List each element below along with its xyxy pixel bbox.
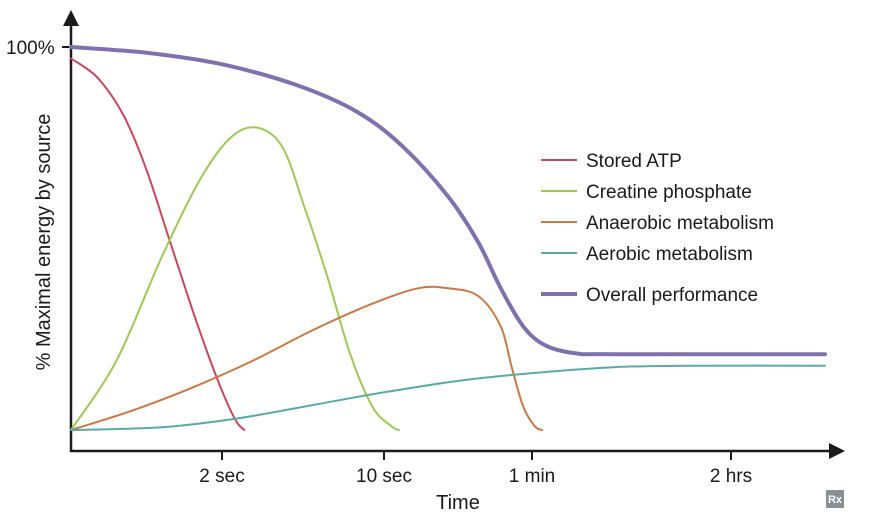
- legend-label-stored-atp: Stored ATP: [586, 151, 682, 172]
- y-tick-label-100: 100%: [6, 38, 55, 59]
- series-line-aerobic-metabolism: [70, 364, 826, 431]
- rx-badge: Rx: [826, 490, 844, 508]
- series-line-creatine-phosphate: [70, 126, 400, 431]
- rx-badge-background: [826, 490, 844, 508]
- series-line-stored-atp: [70, 57, 246, 431]
- x-axis-arrow: [829, 443, 845, 459]
- legend-label-aerobic-metabolism: Aerobic metabolism: [586, 244, 753, 265]
- legend-label-anaerobic-metabolism: Anaerobic metabolism: [586, 213, 774, 234]
- x-axis-title: Time: [436, 492, 480, 514]
- legend: Stored ATP Creatine phosphate Anaerobic …: [541, 151, 774, 306]
- series-lines: [69, 45, 827, 431]
- x-tick-label-10sec: 10 sec: [356, 466, 412, 487]
- x-tick-label-2sec: 2 sec: [199, 466, 244, 487]
- legend-label-overall-performance: Overall performance: [586, 285, 758, 306]
- series-line-overall-performance: [69, 45, 827, 357]
- y-axis-arrow: [63, 10, 79, 26]
- legend-label-creatine-phosphate: Creatine phosphate: [586, 182, 752, 203]
- series-line-anaerobic-metabolism: [70, 285, 544, 431]
- axes: 100% 2 sec 10 sec 1 min 2 hrs Time % Max…: [6, 10, 845, 514]
- y-axis-title: % Maximal energy by source: [33, 114, 55, 371]
- x-tick-label-1min: 1 min: [509, 466, 555, 487]
- x-tick-label-2hrs: 2 hrs: [710, 466, 752, 487]
- rx-badge-label: Rx: [828, 494, 843, 506]
